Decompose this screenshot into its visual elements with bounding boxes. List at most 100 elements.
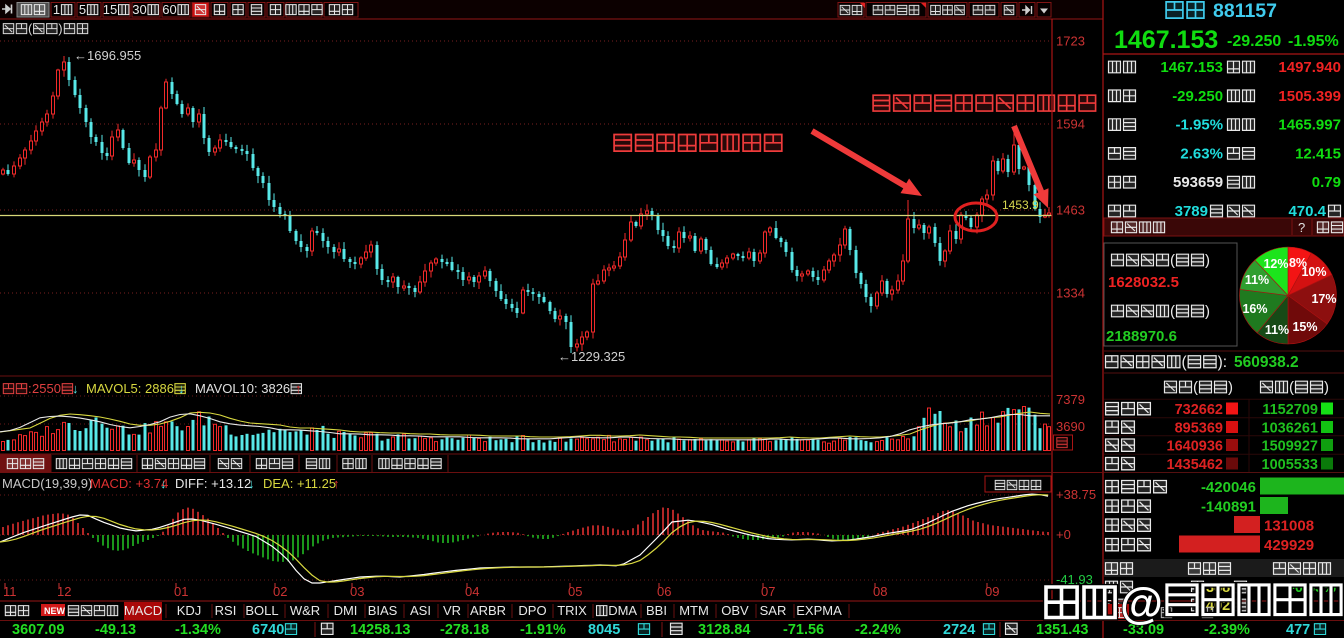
svg-text:1334: 1334 — [1056, 286, 1085, 301]
svg-text:06: 06 — [657, 584, 671, 599]
svg-text:RSI: RSI — [215, 603, 237, 618]
svg-text:14258.13: 14258.13 — [350, 622, 410, 638]
svg-text:593659: 593659 — [1173, 174, 1223, 191]
svg-text:732662: 732662 — [1175, 402, 1223, 418]
svg-text:SAR: SAR — [760, 603, 787, 618]
svg-text::: : — [28, 381, 32, 396]
svg-text:MACD: MACD — [124, 603, 162, 618]
svg-text:16%: 16% — [1242, 302, 1267, 316]
svg-text:3690: 3690 — [1056, 419, 1085, 434]
svg-text:02: 02 — [273, 584, 287, 599]
svg-text:2550: 2550 — [32, 381, 61, 396]
svg-text:560938.2: 560938.2 — [1234, 354, 1299, 371]
svg-text:+38.75: +38.75 — [1056, 487, 1096, 502]
svg-text:←1696.955: ←1696.955 — [74, 48, 141, 63]
svg-text:-278.18: -278.18 — [440, 622, 489, 638]
svg-text:477: 477 — [1286, 622, 1310, 638]
svg-text:(: ( — [1193, 379, 1198, 396]
svg-text:12%: 12% — [1263, 257, 1288, 271]
svg-text:DIFF: +13.12: DIFF: +13.12 — [175, 476, 251, 491]
svg-text:2188970.6: 2188970.6 — [1106, 328, 1177, 345]
svg-text:TRIX: TRIX — [557, 603, 587, 618]
svg-text:1: 1 — [53, 2, 60, 17]
svg-text:?: ? — [1298, 220, 1305, 235]
svg-text:1497.940: 1497.940 — [1278, 59, 1341, 76]
svg-text:17%: 17% — [1311, 292, 1336, 306]
svg-text:11: 11 — [3, 584, 17, 599]
svg-text:): ) — [58, 21, 62, 36]
svg-text:MAVOL5: 2886: MAVOL5: 2886 — [86, 381, 174, 396]
svg-text:1594: 1594 — [1056, 117, 1085, 132]
svg-text:1467.153: 1467.153 — [1114, 26, 1218, 54]
svg-text:-1.95%: -1.95% — [1288, 33, 1339, 50]
svg-text:-1.91%: -1.91% — [520, 622, 566, 638]
svg-text:05: 05 — [568, 584, 582, 599]
svg-text:(: ( — [1170, 303, 1175, 320]
svg-text:1465.997: 1465.997 — [1278, 117, 1341, 134]
svg-text:1628032.5: 1628032.5 — [1108, 274, 1179, 291]
svg-text:7379: 7379 — [1056, 392, 1085, 407]
svg-text:↓: ↓ — [178, 381, 185, 396]
svg-text:881157: 881157 — [1213, 0, 1277, 22]
svg-text:0.79: 0.79 — [1312, 174, 1341, 191]
svg-text:8%: 8% — [1289, 256, 1307, 270]
svg-text:11%: 11% — [1245, 273, 1269, 287]
svg-text:895369: 895369 — [1175, 421, 1223, 437]
svg-text:ARBR: ARBR — [470, 603, 506, 618]
svg-text:↓: ↓ — [248, 476, 255, 491]
svg-text:1463: 1463 — [1056, 203, 1085, 218]
svg-text:NEW: NEW — [44, 606, 66, 616]
svg-text:↓: ↓ — [72, 381, 79, 396]
svg-text:03: 03 — [350, 584, 364, 599]
svg-text:1351.43: 1351.43 — [1036, 622, 1088, 638]
svg-text:): ) — [1324, 379, 1329, 396]
svg-text:MTM: MTM — [679, 603, 709, 618]
svg-text:DPO: DPO — [518, 603, 546, 618]
svg-text:2.63%: 2.63% — [1180, 145, 1223, 162]
svg-text:12: 12 — [57, 584, 71, 599]
svg-text:131008: 131008 — [1264, 518, 1314, 535]
svg-text:(: ( — [1289, 379, 1294, 396]
svg-text:-41.93: -41.93 — [1056, 572, 1093, 587]
svg-text:01: 01 — [174, 584, 188, 599]
svg-text:30: 30 — [132, 2, 146, 17]
svg-text:-71.56: -71.56 — [783, 622, 824, 638]
svg-text:-1.95%: -1.95% — [1176, 117, 1224, 134]
svg-text:BOLL: BOLL — [245, 603, 278, 618]
svg-text:5: 5 — [79, 2, 86, 17]
svg-text:-140891: -140891 — [1201, 499, 1256, 516]
svg-text:1005533: 1005533 — [1262, 457, 1318, 473]
svg-text:DEA: +11.25: DEA: +11.25 — [263, 476, 336, 491]
svg-text:15%: 15% — [1292, 320, 1317, 334]
svg-text:-2.24%: -2.24% — [855, 622, 901, 638]
svg-text:08: 08 — [873, 584, 887, 599]
svg-text:09: 09 — [985, 584, 999, 599]
svg-text:ASI: ASI — [410, 603, 431, 618]
svg-text:DMA: DMA — [608, 603, 637, 618]
svg-text:-420046: -420046 — [1201, 479, 1256, 496]
svg-text:3789: 3789 — [1175, 203, 1208, 220]
svg-text:60: 60 — [162, 2, 176, 17]
svg-text:KDJ: KDJ — [177, 603, 202, 618]
svg-text:-29.250: -29.250 — [1227, 33, 1281, 50]
svg-text:(: ( — [28, 21, 33, 36]
svg-text:1509927: 1509927 — [1262, 439, 1318, 455]
svg-text:↑: ↑ — [295, 381, 302, 396]
svg-text:MAVOL10: 3826: MAVOL10: 3826 — [195, 381, 290, 396]
svg-text:1152709: 1152709 — [1262, 402, 1318, 418]
svg-text:(: ( — [1182, 354, 1188, 371]
svg-text:+0: +0 — [1056, 527, 1071, 542]
svg-text:VR: VR — [443, 603, 461, 618]
svg-text:DMI: DMI — [334, 603, 358, 618]
svg-text:04: 04 — [465, 584, 479, 599]
svg-text:↓: ↓ — [160, 476, 167, 491]
svg-text:6740: 6740 — [252, 622, 284, 638]
svg-text:15: 15 — [103, 2, 117, 17]
svg-text:@: @ — [1120, 579, 1163, 628]
svg-text:): ) — [1205, 303, 1210, 320]
svg-text:(: ( — [1170, 252, 1175, 269]
svg-text:W&R: W&R — [290, 603, 320, 618]
svg-text:1723: 1723 — [1056, 34, 1085, 49]
svg-text:12.415: 12.415 — [1295, 145, 1341, 162]
svg-text:8045: 8045 — [588, 622, 620, 638]
